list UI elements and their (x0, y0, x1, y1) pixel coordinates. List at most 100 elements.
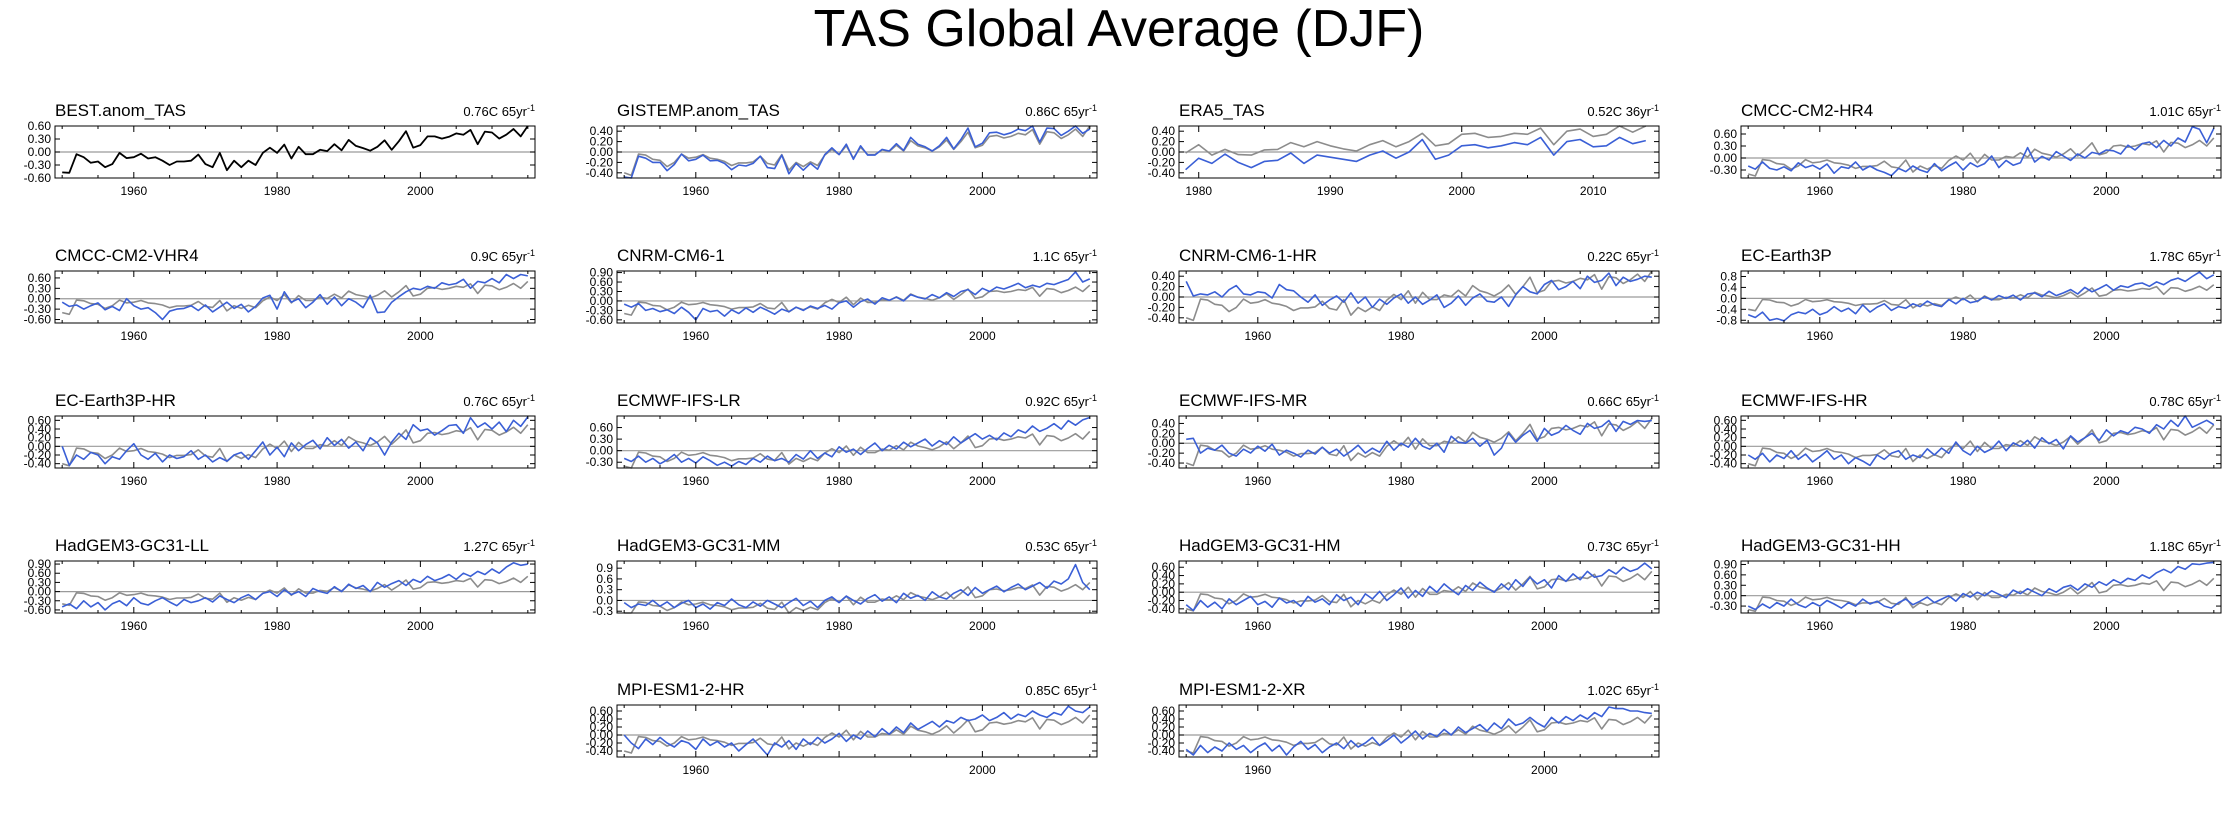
plot-frame (616, 704, 1098, 758)
y-tick-label: 0.00 (590, 294, 614, 308)
plot-frame (54, 415, 536, 469)
x-tick-label: 1980 (264, 619, 291, 633)
y-tick-label: 0.30 (1714, 578, 1738, 592)
panel-18: MPI-ESM1-2-XR 1.02C 65yr-1 0.600.400.200.0… (1148, 680, 1660, 777)
x-tick-label: 1960 (1244, 619, 1271, 633)
x-tick-label: 1960 (120, 619, 147, 633)
y-tick-label: 0.00 (590, 145, 614, 159)
plot-frame (54, 270, 536, 324)
panel-grid: BEST.anom_TAS 0.76C 65yr-10.600.300.00-0.… (24, 101, 2222, 777)
y-tick-label: 0.30 (28, 132, 52, 146)
y-tick-label: 0.60 (28, 566, 52, 580)
x-tick-label: 1960 (1806, 619, 1833, 633)
x-tick-label: 1980 (826, 329, 853, 343)
panel-trend-label: 0.52C 36yr-1 (1587, 103, 1659, 119)
y-tick-label: 0.00 (28, 585, 52, 599)
panel-title: EC-Earth3P-HR (55, 391, 176, 410)
y-tick-label: -0.4 (1716, 302, 1737, 316)
reference-series-line (1185, 270, 1653, 322)
x-tick-label: 1980 (1388, 474, 1415, 488)
reference-series-line (624, 284, 1091, 316)
y-tick-label: 0.30 (590, 284, 614, 298)
y-tick-label: 0.20 (28, 431, 52, 445)
y-tick-label: 0.40 (1152, 712, 1176, 726)
x-tick-label: 2000 (407, 329, 434, 343)
panel-5: CMCC-CM2-VHR4 0.9C 65yr-1 0.600.300.00-0.3… (24, 246, 536, 343)
x-tick-label: 1960 (682, 474, 709, 488)
y-tick-label: 0.20 (1152, 426, 1176, 440)
y-tick-label: -0.20 (586, 155, 614, 169)
model-series-line (1185, 562, 1653, 612)
y-tick-label: 0.20 (1152, 135, 1176, 149)
y-tick-label: 0.90 (590, 266, 614, 280)
model-series-line (61, 416, 529, 467)
y-tick-label: -0.60 (24, 603, 52, 617)
panel-14: HadGEM3-GC31-MM 0.53C 65yr-1 0.90.60.30.0-… (592, 536, 1098, 633)
x-tick-label: 2000 (969, 763, 996, 777)
y-tick-label: 0.40 (1152, 269, 1176, 283)
plot-frame (616, 415, 1098, 469)
plot-frame (1740, 125, 2222, 179)
x-tick-label: 1960 (682, 763, 709, 777)
observation-series-line (62, 125, 529, 174)
y-tick-label: 0.6 (596, 572, 613, 586)
panel-7: CNRM-CM6-1-HR 0.22C 65yr-10.400.200.00-0.… (1148, 246, 1660, 343)
y-tick-label: -0.40 (1710, 457, 1738, 471)
model-series-line (1185, 272, 1652, 309)
panel-trend-label: 0.76C 65yr-1 (463, 103, 535, 119)
y-tick-label: -0.30 (1710, 163, 1738, 177)
y-tick-label: 0.40 (1152, 124, 1176, 138)
x-tick-label: 1960 (1244, 329, 1271, 343)
plot-frame (1740, 270, 2222, 324)
y-tick-label: -0.30 (1710, 599, 1738, 613)
y-tick-label: 0.9 (596, 561, 613, 575)
x-tick-label: 1980 (264, 329, 291, 343)
y-tick-label: 0.60 (1714, 413, 1738, 427)
x-tick-label: 2000 (407, 474, 434, 488)
plot-frame (1178, 560, 1660, 614)
x-tick-label: 2000 (1531, 763, 1558, 777)
y-tick-label: -0.8 (1716, 313, 1737, 327)
panel-title: CMCC-CM2-HR4 (1741, 101, 1873, 120)
y-tick-label: 0.00 (1152, 436, 1176, 450)
y-tick-label: -0.40 (1148, 744, 1176, 758)
y-tick-label: -0.20 (24, 448, 52, 462)
y-tick-label: 0.00 (590, 728, 614, 742)
model-series-line (1185, 706, 1652, 756)
x-tick-label: 1980 (264, 474, 291, 488)
panel-title: BEST.anom_TAS (55, 101, 186, 120)
panel-trend-label: 0.92C 65yr-1 (1025, 393, 1097, 409)
y-tick-label: 0.00 (1152, 145, 1176, 159)
x-tick-label: 1960 (1806, 474, 1833, 488)
x-tick-label: 2000 (2093, 474, 2120, 488)
panel-17: MPI-ESM1-2-HR 0.85C 65yr-1 0.600.400.200.0… (586, 680, 1098, 777)
panel-15: HadGEM3-GC31-HM 0.73C 65yr-1 0.600.400.200… (1148, 536, 1660, 633)
y-tick-label: 0.00 (1152, 728, 1176, 742)
y-tick-label: 0.30 (590, 432, 614, 446)
panel-9: EC-Earth3P-HR 0.76C 65yr-1 0.600.400.200.0… (24, 391, 536, 488)
x-tick-label: 1980 (1950, 619, 1977, 633)
panel-trend-label: 1.27C 65yr-1 (463, 538, 535, 554)
y-tick-label: -0.30 (586, 455, 614, 469)
y-tick-label: -0.20 (1148, 594, 1176, 608)
panel-title: MPI-ESM1-2-HR (617, 680, 745, 699)
x-tick-label: 2000 (969, 184, 996, 198)
panel-4: CMCC-CM2-HR4 1.01C 65yr-1 0.600.300.00-0.3… (1710, 101, 2222, 198)
y-tick-label: -0.60 (586, 313, 614, 327)
panel-title: HadGEM3-GC31-MM (617, 536, 780, 555)
panel-title: CNRM-CM6-1-HR (1179, 246, 1317, 265)
x-tick-label: 2000 (2093, 184, 2120, 198)
reference-series-line (1747, 424, 2215, 467)
x-tick-label: 2000 (407, 619, 434, 633)
y-tick-label: 0.60 (28, 119, 52, 133)
figure-title: TAS Global Average (DJF) (814, 0, 1425, 58)
panel-trend-label: 1.78C 65yr-1 (2149, 248, 2221, 264)
model-series-line (1747, 415, 2215, 467)
y-tick-label: 0.60 (28, 413, 52, 427)
y-tick-label: 0.00 (28, 439, 52, 453)
x-tick-label: 2000 (969, 329, 996, 343)
y-tick-label: -0.60 (24, 171, 52, 185)
panel-trend-label: 0.78C 65yr-1 (2149, 393, 2221, 409)
panel-trend-label: 0.66C 65yr-1 (1587, 393, 1659, 409)
